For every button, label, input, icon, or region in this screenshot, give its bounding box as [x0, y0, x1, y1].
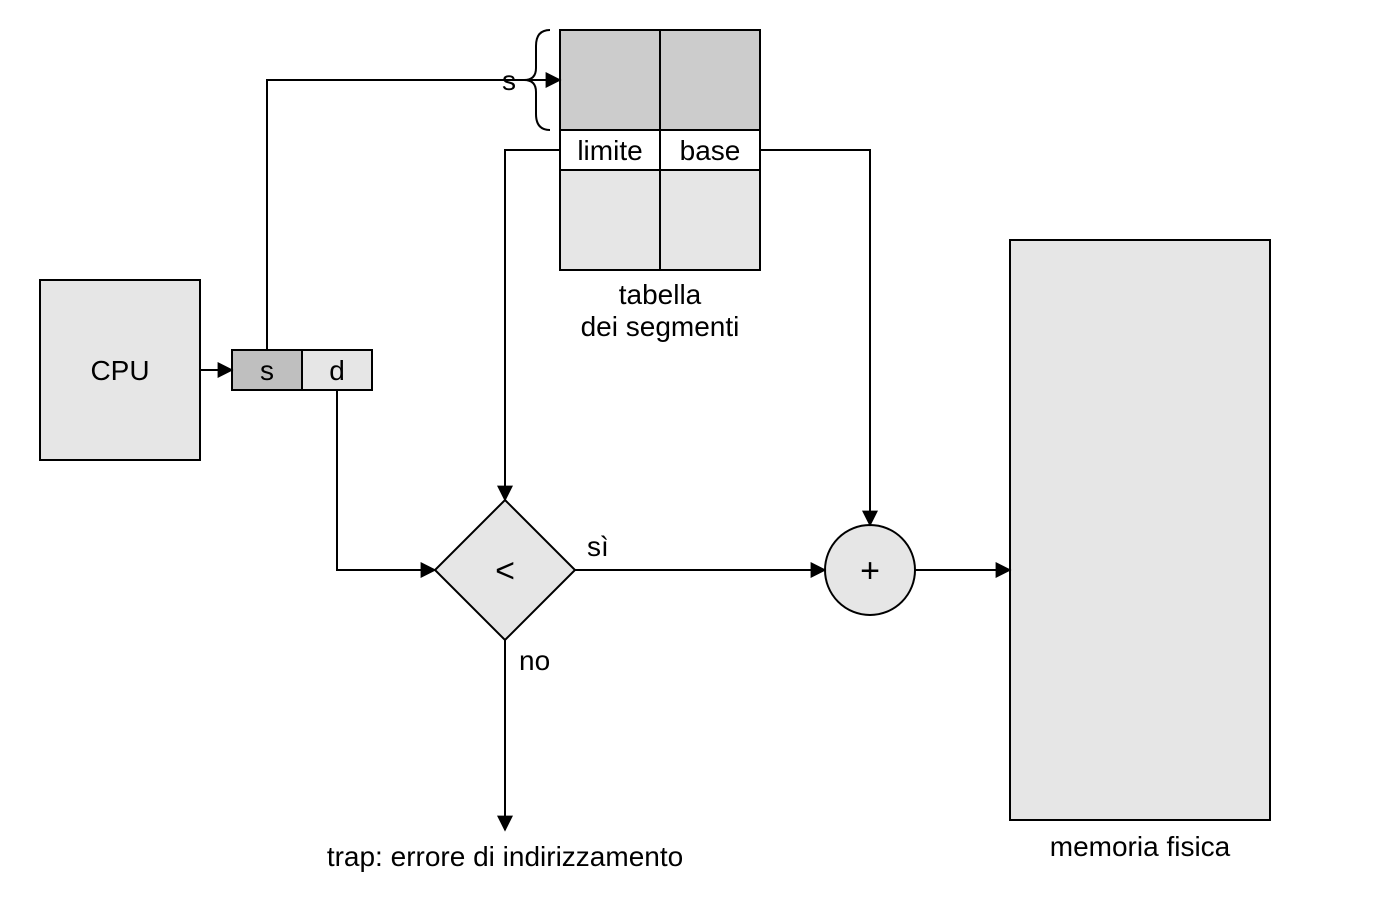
svg-text:+: +	[860, 552, 880, 590]
svg-text:s: s	[260, 355, 274, 386]
edge-d-compare	[337, 390, 435, 570]
segment-table: limite base tabella dei segmenti s	[502, 30, 760, 342]
edge-limite-compare	[505, 150, 560, 500]
svg-text:<: <	[495, 552, 515, 590]
label-yes: sì	[587, 531, 609, 562]
svg-text:dei segmenti: dei segmenti	[581, 311, 740, 342]
edge-base-adder	[760, 150, 870, 525]
svg-text:base: base	[680, 135, 741, 166]
sd-box: s d	[232, 350, 372, 390]
compare-diamond: <	[435, 500, 575, 640]
label-trap: trap: errore di indirizzamento	[327, 841, 683, 872]
svg-text:limite: limite	[577, 135, 642, 166]
adder-circle: +	[825, 525, 915, 615]
svg-text:CPU: CPU	[90, 355, 149, 386]
label-no: no	[519, 645, 550, 676]
svg-text:memoria fisica: memoria fisica	[1050, 831, 1231, 862]
svg-text:d: d	[329, 355, 345, 386]
svg-text:tabella: tabella	[619, 279, 702, 310]
segmentation-diagram: CPU s d limite base tabella dei segmenti…	[0, 0, 1380, 903]
edge-s-table	[267, 80, 560, 350]
memory-box: memoria fisica	[1010, 240, 1270, 862]
cpu-box: CPU	[40, 280, 200, 460]
